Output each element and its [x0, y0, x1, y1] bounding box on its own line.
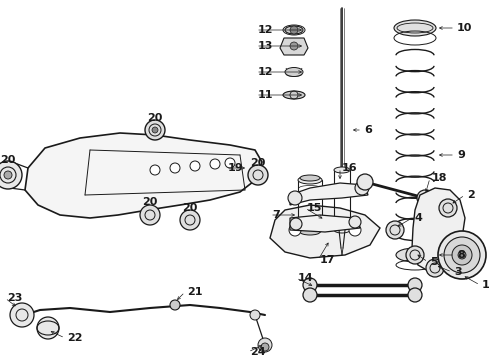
Circle shape	[0, 161, 22, 189]
Circle shape	[444, 237, 480, 273]
Text: 3: 3	[454, 267, 462, 277]
Circle shape	[4, 171, 12, 179]
Text: 20: 20	[142, 197, 158, 207]
Circle shape	[408, 278, 422, 292]
Circle shape	[349, 216, 361, 228]
Circle shape	[290, 42, 298, 50]
Text: 1: 1	[482, 280, 490, 290]
Circle shape	[170, 300, 180, 310]
Circle shape	[303, 278, 317, 292]
Text: 24: 24	[250, 347, 266, 357]
Circle shape	[145, 120, 165, 140]
Circle shape	[210, 159, 220, 169]
Circle shape	[140, 205, 160, 225]
Text: 19: 19	[228, 163, 244, 173]
Text: 2: 2	[467, 190, 475, 200]
Circle shape	[250, 310, 260, 320]
Text: 16: 16	[342, 163, 358, 173]
Text: 20: 20	[147, 113, 163, 123]
Circle shape	[180, 210, 200, 230]
Circle shape	[417, 190, 433, 206]
Circle shape	[248, 165, 268, 185]
Text: 12: 12	[258, 67, 273, 77]
Ellipse shape	[334, 167, 350, 173]
Circle shape	[408, 288, 422, 302]
Ellipse shape	[298, 176, 322, 184]
Text: 6: 6	[364, 125, 372, 135]
Circle shape	[37, 317, 59, 339]
Circle shape	[452, 245, 472, 265]
Circle shape	[439, 199, 457, 217]
Circle shape	[190, 161, 200, 171]
Text: 18: 18	[432, 173, 447, 183]
Polygon shape	[270, 205, 380, 258]
Ellipse shape	[300, 229, 320, 235]
Circle shape	[386, 221, 404, 239]
Text: 22: 22	[67, 333, 82, 343]
Ellipse shape	[394, 20, 436, 36]
Circle shape	[225, 158, 235, 168]
Text: 10: 10	[457, 23, 472, 33]
Circle shape	[290, 218, 302, 230]
Text: 13: 13	[258, 41, 273, 51]
Circle shape	[150, 165, 160, 175]
Text: 8: 8	[457, 250, 465, 260]
Polygon shape	[412, 188, 465, 272]
Polygon shape	[290, 183, 368, 205]
Circle shape	[289, 224, 301, 236]
Text: 14: 14	[298, 273, 314, 283]
Text: 17: 17	[320, 255, 336, 265]
Text: 20: 20	[0, 155, 16, 165]
Text: 11: 11	[258, 90, 273, 100]
Circle shape	[349, 224, 361, 236]
Text: 9: 9	[457, 150, 465, 160]
Text: 12: 12	[258, 25, 273, 35]
Circle shape	[355, 181, 369, 195]
Ellipse shape	[285, 68, 303, 77]
Circle shape	[357, 174, 373, 190]
Circle shape	[261, 343, 269, 351]
Polygon shape	[280, 38, 308, 55]
Text: 15: 15	[307, 203, 322, 213]
Text: 4: 4	[414, 213, 422, 223]
Circle shape	[426, 259, 444, 277]
Text: 20: 20	[182, 203, 197, 213]
Text: 20: 20	[250, 158, 266, 168]
Text: 23: 23	[7, 293, 23, 303]
Circle shape	[170, 163, 180, 173]
Circle shape	[438, 231, 486, 279]
Circle shape	[288, 191, 302, 205]
Circle shape	[258, 338, 272, 352]
Ellipse shape	[300, 175, 320, 181]
Circle shape	[458, 251, 466, 259]
Polygon shape	[290, 215, 360, 232]
Ellipse shape	[396, 248, 434, 262]
Polygon shape	[25, 133, 262, 218]
Circle shape	[290, 26, 298, 34]
Text: 5: 5	[430, 257, 438, 267]
Ellipse shape	[283, 91, 305, 99]
Text: 7: 7	[272, 210, 280, 220]
Circle shape	[303, 288, 317, 302]
Circle shape	[152, 127, 158, 133]
Text: 21: 21	[187, 287, 202, 297]
Ellipse shape	[285, 26, 303, 34]
Circle shape	[406, 246, 424, 264]
Circle shape	[10, 303, 34, 327]
